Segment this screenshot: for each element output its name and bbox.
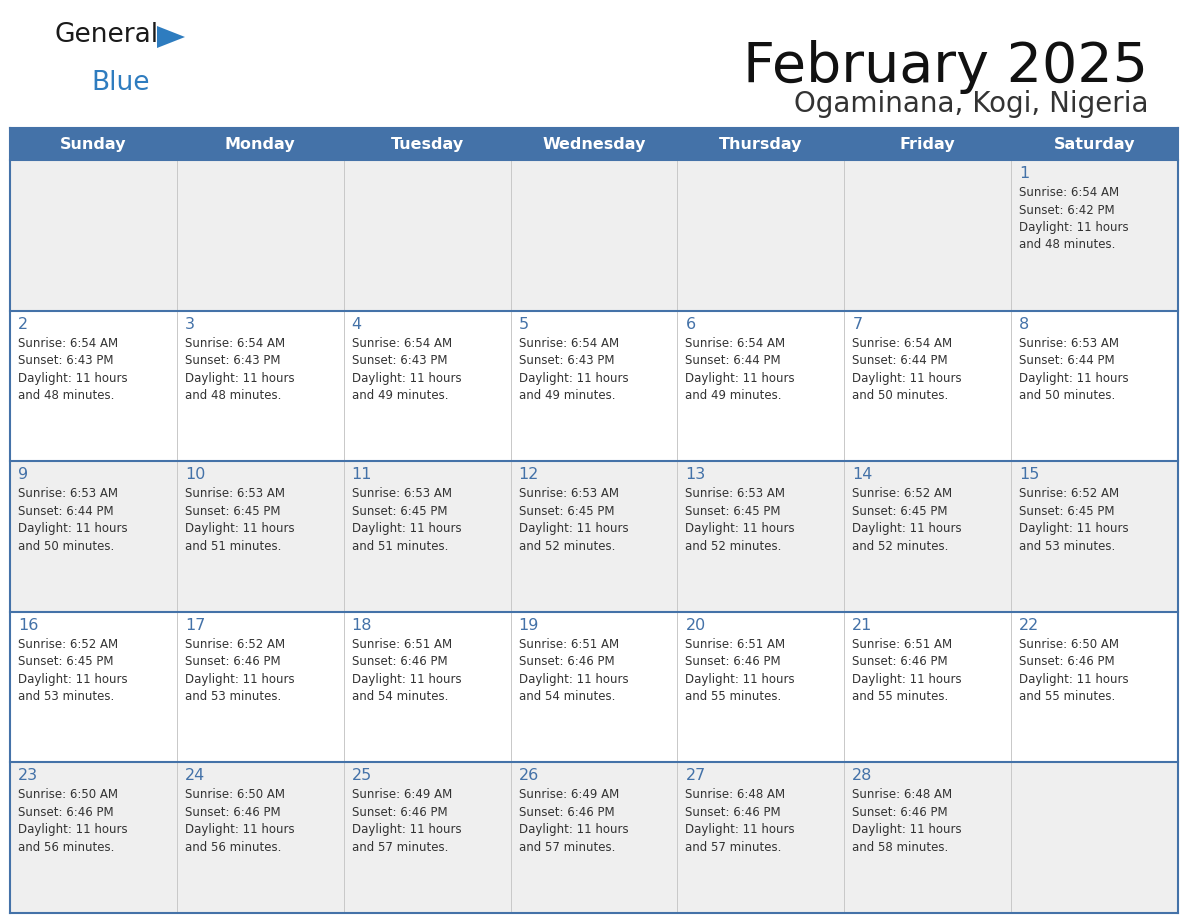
Text: Sunrise: 6:51 AM
Sunset: 6:46 PM
Daylight: 11 hours
and 55 minutes.: Sunrise: 6:51 AM Sunset: 6:46 PM Dayligh… bbox=[685, 638, 795, 703]
Text: Sunrise: 6:48 AM
Sunset: 6:46 PM
Daylight: 11 hours
and 57 minutes.: Sunrise: 6:48 AM Sunset: 6:46 PM Dayligh… bbox=[685, 789, 795, 854]
Text: 24: 24 bbox=[185, 768, 206, 783]
Text: 19: 19 bbox=[519, 618, 539, 633]
Text: 18: 18 bbox=[352, 618, 372, 633]
Text: General: General bbox=[55, 22, 159, 48]
Text: 13: 13 bbox=[685, 467, 706, 482]
Text: Wednesday: Wednesday bbox=[542, 137, 646, 151]
Text: Sunrise: 6:53 AM
Sunset: 6:45 PM
Daylight: 11 hours
and 52 minutes.: Sunrise: 6:53 AM Sunset: 6:45 PM Dayligh… bbox=[685, 487, 795, 553]
Text: 6: 6 bbox=[685, 317, 695, 331]
Text: 9: 9 bbox=[18, 467, 29, 482]
Text: Tuesday: Tuesday bbox=[391, 137, 463, 151]
Text: Sunrise: 6:53 AM
Sunset: 6:45 PM
Daylight: 11 hours
and 52 minutes.: Sunrise: 6:53 AM Sunset: 6:45 PM Dayligh… bbox=[519, 487, 628, 553]
Text: 15: 15 bbox=[1019, 467, 1040, 482]
Text: Friday: Friday bbox=[899, 137, 955, 151]
Text: Sunrise: 6:54 AM
Sunset: 6:42 PM
Daylight: 11 hours
and 48 minutes.: Sunrise: 6:54 AM Sunset: 6:42 PM Dayligh… bbox=[1019, 186, 1129, 252]
Text: Sunrise: 6:50 AM
Sunset: 6:46 PM
Daylight: 11 hours
and 56 minutes.: Sunrise: 6:50 AM Sunset: 6:46 PM Dayligh… bbox=[18, 789, 127, 854]
Text: Sunrise: 6:52 AM
Sunset: 6:46 PM
Daylight: 11 hours
and 53 minutes.: Sunrise: 6:52 AM Sunset: 6:46 PM Dayligh… bbox=[185, 638, 295, 703]
Bar bbox=[10, 611, 1178, 763]
Bar bbox=[10, 461, 1178, 611]
Text: 14: 14 bbox=[852, 467, 873, 482]
Text: Ogaminana, Kogi, Nigeria: Ogaminana, Kogi, Nigeria bbox=[794, 90, 1148, 118]
Text: Sunrise: 6:54 AM
Sunset: 6:43 PM
Daylight: 11 hours
and 49 minutes.: Sunrise: 6:54 AM Sunset: 6:43 PM Dayligh… bbox=[352, 337, 461, 402]
Text: Sunrise: 6:50 AM
Sunset: 6:46 PM
Daylight: 11 hours
and 55 minutes.: Sunrise: 6:50 AM Sunset: 6:46 PM Dayligh… bbox=[1019, 638, 1129, 703]
Text: 16: 16 bbox=[18, 618, 38, 633]
Text: Sunrise: 6:51 AM
Sunset: 6:46 PM
Daylight: 11 hours
and 54 minutes.: Sunrise: 6:51 AM Sunset: 6:46 PM Dayligh… bbox=[352, 638, 461, 703]
Bar bbox=[10, 128, 1178, 160]
Text: Sunrise: 6:54 AM
Sunset: 6:43 PM
Daylight: 11 hours
and 49 minutes.: Sunrise: 6:54 AM Sunset: 6:43 PM Dayligh… bbox=[519, 337, 628, 402]
Text: Saturday: Saturday bbox=[1054, 137, 1136, 151]
Text: 3: 3 bbox=[185, 317, 195, 331]
Text: Sunrise: 6:53 AM
Sunset: 6:44 PM
Daylight: 11 hours
and 50 minutes.: Sunrise: 6:53 AM Sunset: 6:44 PM Dayligh… bbox=[18, 487, 127, 553]
Text: Thursday: Thursday bbox=[719, 137, 803, 151]
Text: Sunrise: 6:49 AM
Sunset: 6:46 PM
Daylight: 11 hours
and 57 minutes.: Sunrise: 6:49 AM Sunset: 6:46 PM Dayligh… bbox=[352, 789, 461, 854]
Text: 4: 4 bbox=[352, 317, 362, 331]
Text: Monday: Monday bbox=[225, 137, 296, 151]
Text: Sunrise: 6:49 AM
Sunset: 6:46 PM
Daylight: 11 hours
and 57 minutes.: Sunrise: 6:49 AM Sunset: 6:46 PM Dayligh… bbox=[519, 789, 628, 854]
Text: Sunrise: 6:54 AM
Sunset: 6:43 PM
Daylight: 11 hours
and 48 minutes.: Sunrise: 6:54 AM Sunset: 6:43 PM Dayligh… bbox=[185, 337, 295, 402]
Text: Sunrise: 6:54 AM
Sunset: 6:44 PM
Daylight: 11 hours
and 50 minutes.: Sunrise: 6:54 AM Sunset: 6:44 PM Dayligh… bbox=[852, 337, 962, 402]
Text: February 2025: February 2025 bbox=[742, 40, 1148, 94]
Text: 11: 11 bbox=[352, 467, 372, 482]
Polygon shape bbox=[157, 26, 185, 48]
Text: 12: 12 bbox=[519, 467, 539, 482]
Text: Sunday: Sunday bbox=[61, 137, 127, 151]
Text: Sunrise: 6:50 AM
Sunset: 6:46 PM
Daylight: 11 hours
and 56 minutes.: Sunrise: 6:50 AM Sunset: 6:46 PM Dayligh… bbox=[185, 789, 295, 854]
Text: 21: 21 bbox=[852, 618, 873, 633]
Text: 1: 1 bbox=[1019, 166, 1029, 181]
Text: Sunrise: 6:53 AM
Sunset: 6:44 PM
Daylight: 11 hours
and 50 minutes.: Sunrise: 6:53 AM Sunset: 6:44 PM Dayligh… bbox=[1019, 337, 1129, 402]
Text: 2: 2 bbox=[18, 317, 29, 331]
Bar bbox=[10, 160, 1178, 310]
Text: Sunrise: 6:53 AM
Sunset: 6:45 PM
Daylight: 11 hours
and 51 minutes.: Sunrise: 6:53 AM Sunset: 6:45 PM Dayligh… bbox=[185, 487, 295, 553]
Bar bbox=[10, 310, 1178, 461]
Text: 20: 20 bbox=[685, 618, 706, 633]
Text: 25: 25 bbox=[352, 768, 372, 783]
Text: 26: 26 bbox=[519, 768, 539, 783]
Text: Sunrise: 6:52 AM
Sunset: 6:45 PM
Daylight: 11 hours
and 52 minutes.: Sunrise: 6:52 AM Sunset: 6:45 PM Dayligh… bbox=[852, 487, 962, 553]
Text: Sunrise: 6:51 AM
Sunset: 6:46 PM
Daylight: 11 hours
and 54 minutes.: Sunrise: 6:51 AM Sunset: 6:46 PM Dayligh… bbox=[519, 638, 628, 703]
Text: Sunrise: 6:53 AM
Sunset: 6:45 PM
Daylight: 11 hours
and 51 minutes.: Sunrise: 6:53 AM Sunset: 6:45 PM Dayligh… bbox=[352, 487, 461, 553]
Text: Sunrise: 6:48 AM
Sunset: 6:46 PM
Daylight: 11 hours
and 58 minutes.: Sunrise: 6:48 AM Sunset: 6:46 PM Dayligh… bbox=[852, 789, 962, 854]
Text: Blue: Blue bbox=[91, 70, 150, 96]
Text: Sunrise: 6:52 AM
Sunset: 6:45 PM
Daylight: 11 hours
and 53 minutes.: Sunrise: 6:52 AM Sunset: 6:45 PM Dayligh… bbox=[1019, 487, 1129, 553]
Bar bbox=[10, 763, 1178, 913]
Text: 23: 23 bbox=[18, 768, 38, 783]
Text: 8: 8 bbox=[1019, 317, 1029, 331]
Text: 22: 22 bbox=[1019, 618, 1040, 633]
Text: Sunrise: 6:54 AM
Sunset: 6:43 PM
Daylight: 11 hours
and 48 minutes.: Sunrise: 6:54 AM Sunset: 6:43 PM Dayligh… bbox=[18, 337, 127, 402]
Text: 27: 27 bbox=[685, 768, 706, 783]
Text: Sunrise: 6:52 AM
Sunset: 6:45 PM
Daylight: 11 hours
and 53 minutes.: Sunrise: 6:52 AM Sunset: 6:45 PM Dayligh… bbox=[18, 638, 127, 703]
Text: 17: 17 bbox=[185, 618, 206, 633]
Text: Sunrise: 6:54 AM
Sunset: 6:44 PM
Daylight: 11 hours
and 49 minutes.: Sunrise: 6:54 AM Sunset: 6:44 PM Dayligh… bbox=[685, 337, 795, 402]
Text: 7: 7 bbox=[852, 317, 862, 331]
Text: 28: 28 bbox=[852, 768, 873, 783]
Text: 5: 5 bbox=[519, 317, 529, 331]
Text: Sunrise: 6:51 AM
Sunset: 6:46 PM
Daylight: 11 hours
and 55 minutes.: Sunrise: 6:51 AM Sunset: 6:46 PM Dayligh… bbox=[852, 638, 962, 703]
Text: 10: 10 bbox=[185, 467, 206, 482]
